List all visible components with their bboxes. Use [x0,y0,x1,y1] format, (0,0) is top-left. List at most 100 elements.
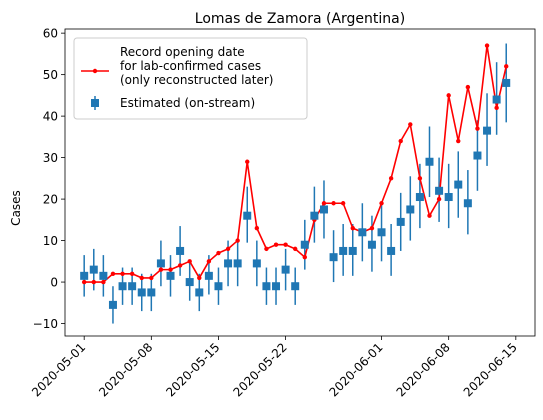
x-tick-label: 2020-05-01 [29,340,88,399]
estimate-marker [377,228,386,237]
record-point [398,138,403,144]
y-tick-label: 40 [43,110,58,124]
legend-line-dot [92,68,98,74]
record-point [331,201,336,206]
y-tick-label: 0 [50,276,58,290]
record-point [129,271,135,276]
record-point [158,267,164,272]
x-tick-label: 2020-06-15 [461,340,520,399]
estimate-marker [492,95,501,104]
record-point [197,275,202,281]
y-tick-label: 60 [43,27,58,41]
record-point [321,201,327,206]
estimate-marker [339,246,348,255]
estimate-marker [310,211,319,220]
estimate-marker [281,265,290,274]
legend-frame [73,37,308,120]
record-point [484,43,490,48]
record-point [465,84,471,90]
estimate-marker [233,259,242,268]
record-point [446,93,451,98]
estimate-marker [128,282,137,291]
estimate-marker [502,78,511,87]
estimate-marker [291,282,300,291]
record-point [302,254,307,260]
estimate-marker [415,193,424,202]
estimate-marker [195,288,204,297]
chart-title: Lomas de Zamora (Argentina) [195,11,405,27]
record-point [91,279,96,285]
estimate-marker [204,271,213,280]
record-point [245,159,250,164]
record-point [81,279,87,285]
estimate-marker [387,246,396,255]
record-point [369,225,375,231]
record-point [408,122,413,127]
record-point [264,246,269,252]
estimate-marker [80,271,89,280]
estimate-marker [224,259,233,268]
estimate-marker [300,240,309,249]
estimate-marker [348,246,357,255]
record-point [254,225,260,231]
estimate-markers-group [80,78,511,309]
estimate-marker [272,282,281,291]
estimate-marker [425,157,434,166]
estimate-marker [147,288,156,297]
record-point [340,201,346,206]
y-tick-label: 50 [43,68,58,82]
record-point [475,126,480,131]
record-point [168,267,173,272]
y-tick-label: −10 [33,317,58,331]
record-point [293,246,298,252]
x-axis: 2020-05-01 2020-05-08 2020-05-15 2020-05-22… [29,336,520,399]
estimate-marker [243,211,252,220]
plot-frame [64,28,536,337]
estimate-marker [166,271,175,280]
record-point [206,259,212,264]
record-point [235,238,240,243]
record-point [273,242,279,247]
estimate-marker [444,193,453,202]
y-tick-label: 30 [43,151,58,165]
record-point [120,271,125,276]
record-point [110,271,116,276]
legend: Record opening date for lab-confirmed cas… [73,37,308,120]
estimate-marker [99,271,108,280]
record-point [350,225,355,231]
estimate-marker [358,228,367,237]
record-point [456,138,461,144]
record-point [216,250,221,256]
estimate-marker [137,288,146,297]
record-point [388,176,394,181]
record-line-group [81,43,509,285]
estimate-marker [463,199,472,208]
record-point [139,275,144,281]
estimate-marker [435,186,444,195]
estimate-marker [319,205,328,214]
legend-square-swatch [91,99,99,107]
record-point [177,263,183,268]
y-axis-label: Cases [9,190,23,226]
estimate-marker [396,217,405,226]
record-point [187,259,192,264]
estimate-marker [185,278,194,287]
estimate-marker [473,151,482,160]
y-tick-label: 20 [43,193,58,207]
estimate-marker [406,205,415,214]
estimate-marker [262,282,271,291]
record-point [379,201,384,206]
x-tick-label: 2020-05-15 [163,340,222,399]
record-point [283,242,288,247]
estimate-marker [156,259,165,268]
x-tick-label: 2020-05-22 [231,340,290,399]
x-tick-label: 2020-05-08 [96,340,155,399]
legend-label-record-line: for lab-confirmed cases [120,59,261,73]
record-point [225,246,231,252]
estimate-marker [214,282,223,291]
record-point [504,64,509,69]
x-tick-label: 2020-06-08 [394,340,453,399]
estimate-marker [176,246,185,255]
legend-label-record-line: Record opening date [120,45,245,59]
